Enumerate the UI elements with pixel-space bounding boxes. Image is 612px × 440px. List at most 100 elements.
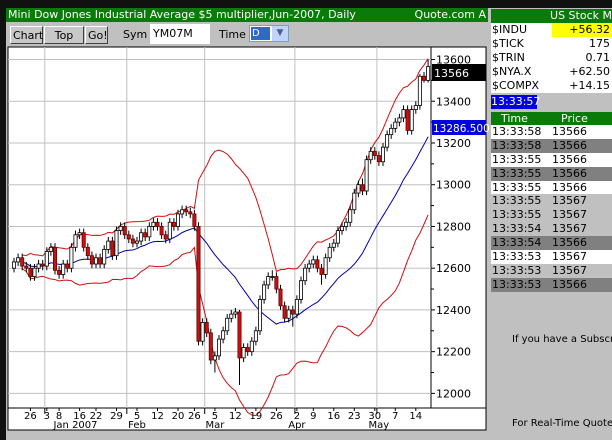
trade-row: 13:33:55 13566 bbox=[491, 166, 612, 181]
trade-time: 13:33:53 bbox=[492, 277, 542, 291]
candle bbox=[286, 305, 291, 323]
timeframe-select[interactable]: D ▼ bbox=[249, 25, 289, 42]
candle bbox=[413, 101, 418, 114]
candle bbox=[216, 334, 221, 361]
candle-body bbox=[245, 347, 250, 353]
x-tick-label: 12 bbox=[229, 411, 242, 422]
candle-body bbox=[393, 121, 398, 129]
candle bbox=[32, 264, 37, 281]
candle bbox=[134, 236, 139, 248]
candle-body bbox=[143, 232, 148, 238]
chart-button[interactable]: Chart bbox=[10, 26, 43, 44]
candle-body bbox=[167, 221, 172, 240]
quote-row[interactable]: $TRIN 0.71 bbox=[491, 51, 612, 65]
candle-body bbox=[356, 184, 361, 194]
candle bbox=[48, 243, 53, 256]
candle bbox=[57, 266, 62, 279]
candle bbox=[24, 261, 29, 273]
quote-row[interactable]: $COMPX +14.15 bbox=[491, 79, 612, 93]
candle-body bbox=[184, 209, 189, 213]
candle bbox=[163, 230, 168, 244]
chevron-down-icon[interactable]: ▼ bbox=[272, 26, 288, 41]
candle-body bbox=[331, 242, 336, 248]
trade-time: 13:33:54 bbox=[492, 222, 542, 236]
candle bbox=[221, 326, 226, 344]
candle-body bbox=[200, 322, 205, 342]
candle-body bbox=[11, 261, 16, 269]
candle bbox=[212, 351, 217, 373]
lower-bollinger-band bbox=[21, 214, 429, 417]
candle bbox=[114, 226, 119, 260]
candle bbox=[368, 147, 373, 164]
trade-time: 13:33:54 bbox=[492, 236, 542, 250]
quote-value: +56.32 bbox=[552, 23, 612, 37]
candle-body bbox=[253, 330, 258, 342]
trade-price: 13566 bbox=[552, 236, 587, 250]
candle bbox=[44, 247, 49, 271]
candle bbox=[184, 205, 189, 217]
x-tick-label: 23 bbox=[348, 411, 361, 422]
quote-symbol: $NYA.X bbox=[492, 65, 532, 78]
candle-body bbox=[385, 134, 390, 148]
candle bbox=[147, 222, 152, 242]
candle bbox=[389, 124, 394, 139]
candle-body bbox=[360, 184, 365, 192]
candle bbox=[118, 222, 123, 235]
trade-price: 13566 bbox=[552, 138, 587, 152]
quote-row[interactable]: $NYA.X +62.50 bbox=[491, 65, 612, 79]
candle-body bbox=[81, 232, 86, 248]
quote-row[interactable]: $INDU +56.32 bbox=[491, 23, 612, 37]
x-tick-label: 19 bbox=[250, 411, 263, 422]
candle-body bbox=[307, 263, 312, 269]
symbol-input[interactable]: YM07M bbox=[150, 24, 210, 44]
candle-body bbox=[36, 263, 41, 269]
trade-time: 13:33:53 bbox=[492, 250, 542, 264]
candle-body bbox=[327, 246, 332, 259]
candle bbox=[409, 105, 414, 135]
candle-body bbox=[106, 240, 111, 250]
candle-body bbox=[94, 257, 99, 265]
candle-body bbox=[262, 284, 267, 300]
candle bbox=[331, 238, 336, 252]
candle-body bbox=[24, 265, 29, 269]
candle bbox=[98, 253, 103, 269]
candle bbox=[237, 309, 242, 386]
candle-body bbox=[380, 146, 385, 163]
x-tick-label: 30 bbox=[368, 411, 381, 422]
quote-row[interactable]: $TICK 175 bbox=[491, 37, 612, 51]
candle bbox=[257, 295, 262, 335]
candle-body bbox=[102, 249, 107, 265]
candle-body bbox=[278, 288, 283, 307]
date-axis bbox=[7, 407, 487, 431]
candle bbox=[20, 253, 25, 271]
quote-value: 175 bbox=[589, 37, 610, 50]
clock: 13:33:57 bbox=[491, 95, 541, 109]
candle bbox=[40, 259, 45, 271]
go-button[interactable]: Go! bbox=[85, 26, 108, 44]
candle-body bbox=[48, 246, 53, 252]
candle-body bbox=[270, 276, 275, 278]
trade-time: 13:33:55 bbox=[492, 166, 542, 180]
candle bbox=[278, 284, 283, 310]
price-chart: 12000 12200 12400 12600 12800 13000 13200 13400… bbox=[7, 46, 490, 431]
time-column-header: Time bbox=[501, 112, 528, 125]
candle-body bbox=[368, 150, 373, 161]
candle bbox=[167, 218, 172, 244]
month-label: Jan 2007 bbox=[52, 420, 97, 431]
candle bbox=[335, 226, 340, 248]
candle-body bbox=[225, 317, 230, 332]
candle bbox=[155, 218, 160, 231]
quote-value: 0.71 bbox=[585, 51, 611, 64]
trade-price: 13567 bbox=[552, 250, 587, 264]
price-column-header: Price bbox=[561, 112, 588, 125]
candle-body bbox=[20, 257, 25, 267]
candle-body bbox=[204, 322, 209, 334]
x-tick-label: 26 bbox=[24, 411, 37, 422]
candle bbox=[376, 151, 381, 166]
candle bbox=[262, 280, 267, 304]
index-quotes: $INDU +56.32 $TICK 175 $TRIN 0.71 $NYA.X +62… bbox=[491, 23, 612, 93]
trade-row: 13:33:53 13566 bbox=[491, 277, 612, 292]
candle-body bbox=[98, 257, 103, 265]
y-tick-label: 13000 bbox=[436, 179, 471, 192]
month-label: Mar bbox=[205, 420, 225, 431]
